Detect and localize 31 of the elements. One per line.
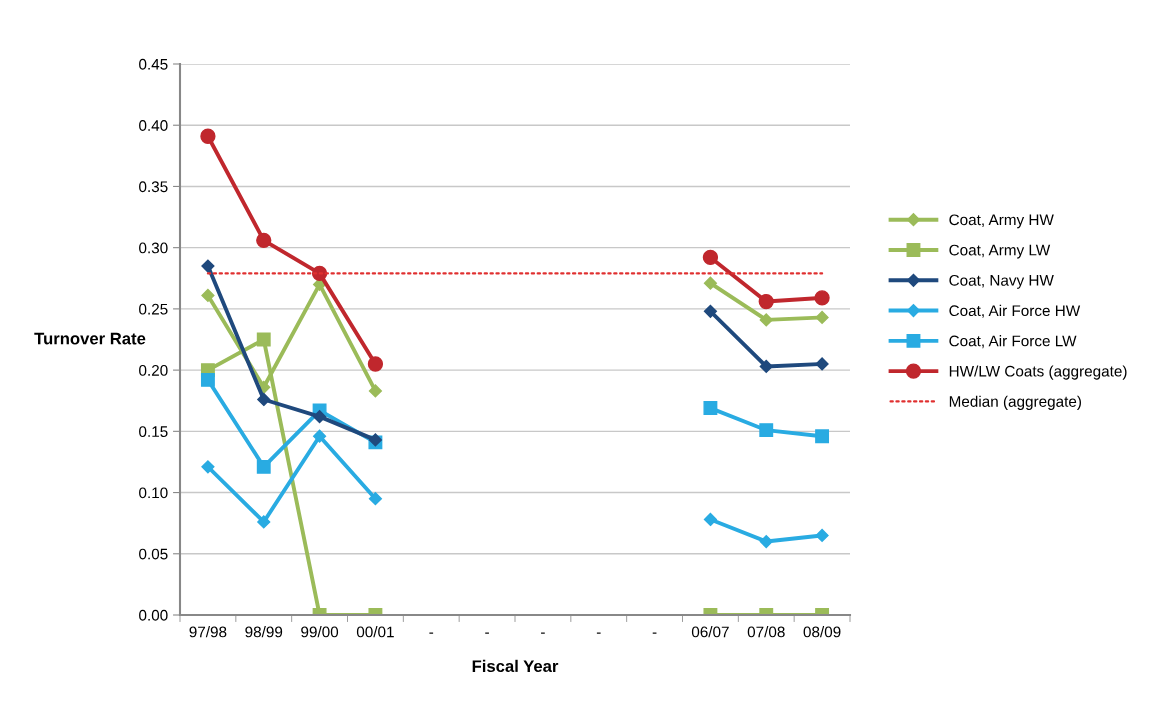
- y-tick-label: 0.00: [139, 609, 168, 621]
- x-tick-label: -: [541, 632, 545, 634]
- y-tick-label: 0.20: [139, 364, 168, 376]
- legend-label: Coat, Navy HW: [949, 274, 1054, 289]
- x-tick-label: 07/08: [747, 626, 785, 638]
- y-tick-label: 0.45: [139, 58, 168, 70]
- x-axis-title: Fiscal Year: [472, 659, 559, 673]
- x-tick-label: 00/01: [356, 626, 394, 638]
- legend-label: Coat, Army LW: [949, 244, 1051, 259]
- y-tick-label: 0.10: [139, 487, 168, 499]
- y-tick-label: 0.15: [139, 426, 168, 438]
- x-tick-label: -: [429, 632, 434, 634]
- x-tick-label: 98/99: [245, 626, 283, 638]
- x-tick-label: -: [596, 632, 601, 634]
- y-axis-title: Turnover Rate: [34, 332, 146, 345]
- x-tick-label: 06/07: [691, 626, 729, 638]
- x-tick-label: 97/98: [189, 626, 227, 638]
- y-tick-label: 0.30: [139, 242, 168, 254]
- x-tick-label: 08/09: [803, 626, 841, 638]
- y-tick-label: 0.35: [139, 181, 168, 193]
- legend-label: HW/LW Coats (aggregate): [949, 365, 1127, 380]
- x-tick-label: -: [485, 632, 489, 634]
- legend-label: Coat, Army HW: [949, 214, 1054, 229]
- legend-label: Coat, Air Force HW: [949, 304, 1081, 318]
- x-tick-label: -: [652, 632, 657, 634]
- y-tick-label: 0.05: [139, 548, 168, 560]
- legend-label: Coat, Air Force LW: [949, 335, 1077, 349]
- legend-label: Median (aggregate): [949, 395, 1081, 410]
- x-tick-label: 99/00: [301, 626, 339, 638]
- y-tick-label: 0.40: [139, 120, 168, 131]
- y-tick-label: 0.25: [139, 303, 168, 315]
